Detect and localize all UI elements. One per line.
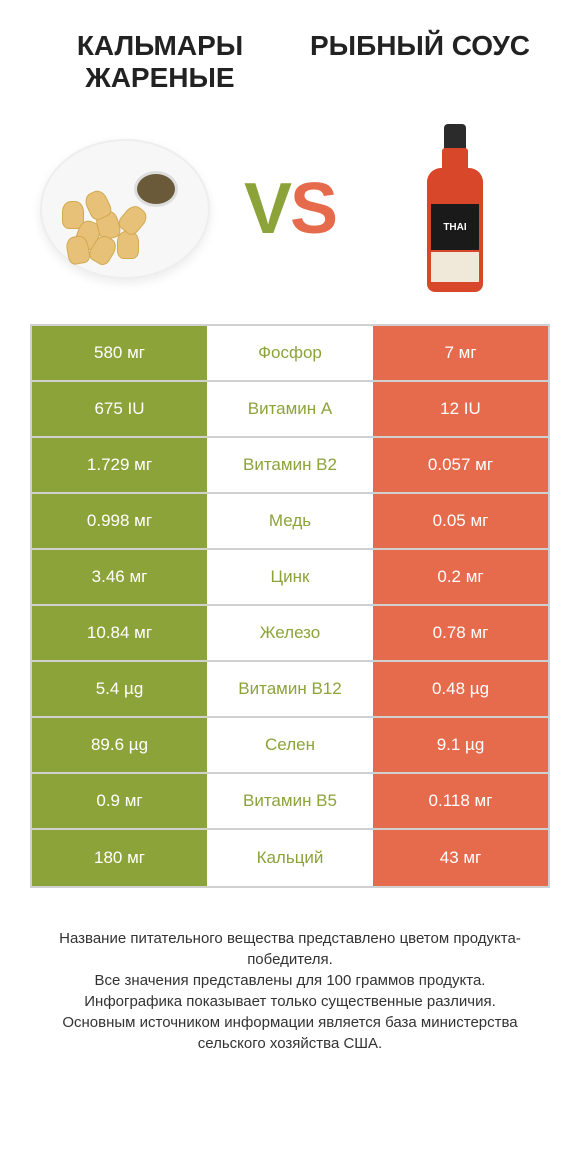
nutrient-name-cell: Витамин B12 [207,662,373,716]
comparison-table: 580 мгФосфор7 мг675 IUВитамин A12 IU1.72… [30,324,550,888]
footer-line: Инфографика показывает только существенн… [30,991,550,1012]
right-value-cell: 7 мг [373,326,548,380]
nutrient-name-cell: Железо [207,606,373,660]
right-value-cell: 43 мг [373,830,548,886]
nutrient-name-cell: Селен [207,718,373,772]
footer-line: Основным источником информации является … [30,1012,550,1054]
right-value-cell: 12 IU [373,382,548,436]
footer-notes: Название питательного вещества представл… [30,928,550,1054]
left-value-cell: 10.84 мг [32,606,207,660]
footer-line: Все значения представлены для 100 граммо… [30,970,550,991]
left-value-cell: 580 мг [32,326,207,380]
table-row: 10.84 мгЖелезо0.78 мг [32,606,548,662]
left-value-cell: 89.6 µg [32,718,207,772]
table-row: 675 IUВитамин A12 IU [32,382,548,438]
left-product-title: КАЛЬМАРЫ ЖАРЕНЫЕ [40,30,280,94]
table-row: 3.46 мгЦинк0.2 мг [32,550,548,606]
nutrient-name-cell: Витамин A [207,382,373,436]
right-value-cell: 0.05 мг [373,494,548,548]
plate-icon [40,139,210,279]
nutrient-name-cell: Медь [207,494,373,548]
vs-s: S [290,169,336,249]
nutrient-name-cell: Фосфор [207,326,373,380]
right-value-cell: 9.1 µg [373,718,548,772]
table-row: 89.6 µgСелен9.1 µg [32,718,548,774]
nutrient-name-cell: Кальций [207,830,373,886]
left-value-cell: 675 IU [32,382,207,436]
header: КАЛЬМАРЫ ЖАРЕНЫЕ РЫБНЫЙ СОУС [0,0,580,104]
images-row: VS THAI [0,104,580,324]
nutrient-name-cell: Витамин B2 [207,438,373,492]
right-value-cell: 0.118 мг [373,774,548,828]
left-value-cell: 3.46 мг [32,550,207,604]
table-row: 0.998 мгМедь0.05 мг [32,494,548,550]
left-value-cell: 5.4 µg [32,662,207,716]
table-row: 5.4 µgВитамин B120.48 µg [32,662,548,718]
left-product-image [30,124,220,294]
table-row: 580 мгФосфор7 мг [32,326,548,382]
left-value-cell: 1.729 мг [32,438,207,492]
table-row: 180 мгКальций43 мг [32,830,548,886]
left-value-cell: 180 мг [32,830,207,886]
footer-line: Название питательного вещества представл… [30,928,550,970]
right-value-cell: 0.48 µg [373,662,548,716]
right-value-cell: 0.78 мг [373,606,548,660]
right-product-title: РЫБНЫЙ СОУС [300,30,540,94]
table-row: 1.729 мгВитамин B20.057 мг [32,438,548,494]
table-row: 0.9 мгВитамин B50.118 мг [32,774,548,830]
nutrient-name-cell: Цинк [207,550,373,604]
vs-label: VS [244,168,336,250]
right-product-image: THAI [360,124,550,294]
left-value-cell: 0.998 мг [32,494,207,548]
left-value-cell: 0.9 мг [32,774,207,828]
bottle-icon: THAI [425,124,485,294]
right-value-cell: 0.2 мг [373,550,548,604]
vs-v: V [244,169,290,249]
nutrient-name-cell: Витамин B5 [207,774,373,828]
right-value-cell: 0.057 мг [373,438,548,492]
